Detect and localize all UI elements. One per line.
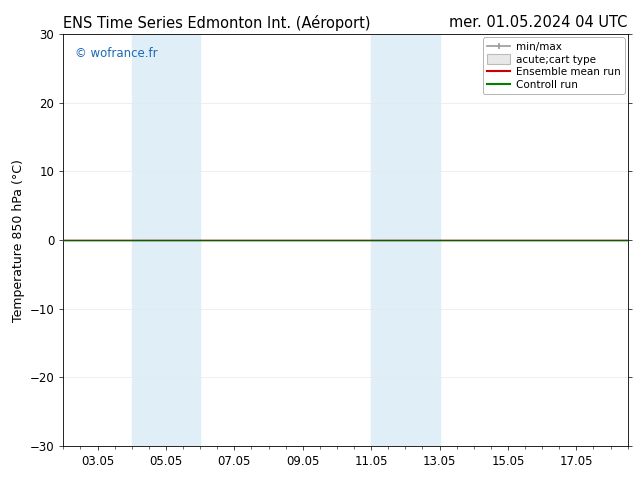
Legend: min/max, acute;cart type, Ensemble mean run, Controll run: min/max, acute;cart type, Ensemble mean … [483, 37, 624, 95]
Bar [132, 34, 200, 446]
Text: mer. 01.05.2024 04 UTC: mer. 01.05.2024 04 UTC [450, 15, 628, 30]
Y-axis label: Temperature 850 hPa (°C): Temperature 850 hPa (°C) [13, 159, 25, 321]
Text: © wofrance.fr: © wofrance.fr [75, 47, 157, 60]
Text: ENS Time Series Edmonton Int. (Aéroport): ENS Time Series Edmonton Int. (Aéroport) [63, 15, 371, 31]
Bar [371, 34, 439, 446]
